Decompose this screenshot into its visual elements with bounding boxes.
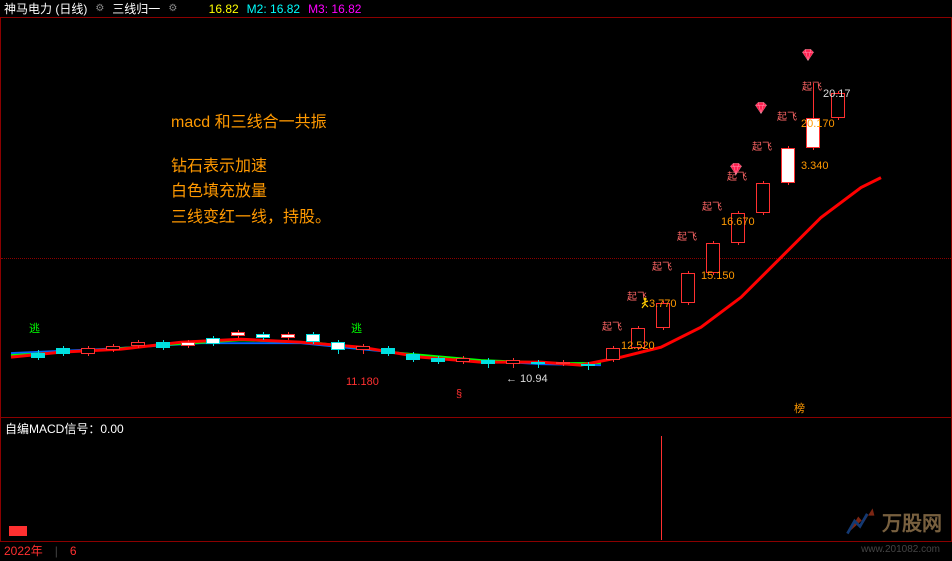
candle[interactable] xyxy=(181,342,195,346)
candle[interactable] xyxy=(481,360,495,364)
sub-chart[interactable]: 自编MACD信号：0.00 xyxy=(0,418,952,542)
runner-icon xyxy=(639,296,651,308)
marker: § xyxy=(456,388,462,400)
price-label: 15.150 xyxy=(701,270,735,282)
m1-label: M1: 16.82 xyxy=(185,2,238,16)
price-label: ← 10.94 xyxy=(506,373,548,385)
macd-signal-line xyxy=(661,436,662,540)
year-label: 2022年 xyxy=(4,542,43,559)
m2-label: M2: 16.82 xyxy=(247,2,300,16)
diamond-icon xyxy=(729,162,743,176)
macd-value-marker xyxy=(9,526,27,536)
diamond-icon xyxy=(801,48,815,62)
candle[interactable] xyxy=(456,358,470,362)
price-label: 起飞 xyxy=(652,258,672,273)
gear-icon[interactable]: ⚙ xyxy=(95,3,104,14)
candle[interactable] xyxy=(231,332,245,336)
candle[interactable] xyxy=(606,348,620,360)
sub-indicator-title: 自编MACD信号：0.00 xyxy=(5,420,124,437)
annotation-text: macd 和三线合一共振钻石表示加速白色填充放量三线变红一线，持股。 xyxy=(171,110,331,230)
candle[interactable] xyxy=(331,342,345,350)
chart-header: 神马电力 (日线) ⚙ 三线归一 ⚙ M1: 16.82 M2: 16.82 M… xyxy=(0,0,952,18)
price-label: 起飞 xyxy=(677,228,697,243)
price-label: 3.770 xyxy=(649,298,677,310)
candle[interactable] xyxy=(356,346,370,350)
candle[interactable] xyxy=(556,362,570,364)
m3-label: M3: 16.82 xyxy=(308,2,361,16)
candle[interactable] xyxy=(531,362,545,364)
grid-line xyxy=(1,258,951,259)
candle[interactable] xyxy=(781,148,795,183)
candle[interactable] xyxy=(281,334,295,338)
watermark-logo: 万股网 xyxy=(842,503,942,539)
price-label: 起飞 xyxy=(802,78,822,93)
month-label: 6 xyxy=(70,544,77,558)
watermark-url: www.201082.com xyxy=(861,544,940,555)
candle[interactable] xyxy=(506,360,520,364)
price-label: 起飞 xyxy=(702,198,722,213)
candle[interactable] xyxy=(56,348,70,354)
candle[interactable] xyxy=(131,342,145,346)
gear-icon-2[interactable]: ⚙ xyxy=(168,3,177,14)
price-label: 逃 xyxy=(29,320,40,336)
logo-arrow-icon xyxy=(842,503,878,539)
price-label: 逃 xyxy=(351,320,362,336)
time-axis: 2022年 | 6 xyxy=(0,542,952,559)
stock-title: 神马电力 (日线) xyxy=(4,0,87,17)
price-label: 起飞 xyxy=(752,138,772,153)
marker: 榜 xyxy=(794,400,805,416)
indicator-name: 三线归一 xyxy=(112,0,160,17)
diamond-icon xyxy=(754,101,768,115)
price-label: 20.17 xyxy=(823,88,851,100)
price-label: 11.180 xyxy=(346,376,379,388)
candle[interactable] xyxy=(406,354,420,360)
candle[interactable] xyxy=(581,364,595,366)
candle[interactable] xyxy=(81,348,95,354)
candle[interactable] xyxy=(106,346,120,350)
main-chart[interactable]: macd 和三线合一共振钻石表示加速白色填充放量三线变红一线，持股。逃 逃 11.1… xyxy=(0,18,952,418)
candle[interactable] xyxy=(756,183,770,213)
candle[interactable] xyxy=(306,334,320,342)
candle[interactable] xyxy=(706,243,720,273)
candle[interactable] xyxy=(31,353,45,358)
candle[interactable] xyxy=(381,348,395,354)
price-label: 20.170 xyxy=(801,118,835,130)
candle[interactable] xyxy=(156,342,170,348)
candle[interactable] xyxy=(206,338,220,344)
price-label: 起飞 xyxy=(602,318,622,333)
price-label: 起飞 xyxy=(777,108,797,123)
price-label: 16.670 xyxy=(721,216,755,228)
candle[interactable] xyxy=(431,358,445,362)
price-label: 3.340 xyxy=(801,160,829,172)
price-label: 12.520 xyxy=(621,340,655,352)
candle[interactable] xyxy=(256,334,270,338)
candle[interactable] xyxy=(681,273,695,303)
